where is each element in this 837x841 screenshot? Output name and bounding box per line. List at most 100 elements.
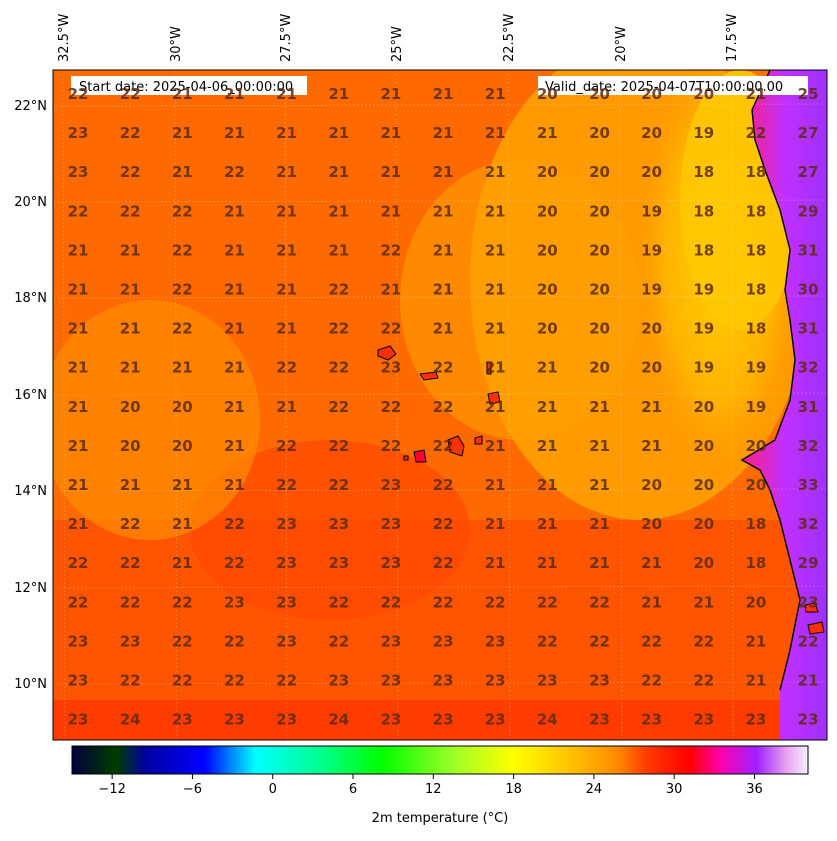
temperature-value: 22 [433,515,454,533]
temperature-value: 21 [537,124,558,142]
temperature-value: 21 [120,281,141,299]
temperature-value: 22 [328,320,349,338]
temperature-value: 22 [693,632,714,650]
longitude-label: 27.5°W [279,14,294,62]
temperature-value: 23 [224,711,245,729]
temperature-value: 21 [589,515,610,533]
temperature-value: 23 [485,711,506,729]
gridlines [52,69,828,741]
temperature-value: 32 [798,359,819,377]
temperature-value: 21 [224,281,245,299]
temperature-value: 20 [537,85,558,103]
temperature-value: 21 [120,320,141,338]
temperature-value: 24 [328,711,349,729]
temperature-value: 20 [693,85,714,103]
temperature-value: 23 [485,672,506,690]
temperature-value: 20 [745,437,766,455]
temperature-value: 21 [68,241,89,259]
temperature-value: 21 [172,163,193,181]
temperature-value: 23 [433,711,454,729]
temperature-value: 21 [641,398,662,416]
temperature-value: 21 [224,124,245,142]
temperature-value: 23 [641,711,662,729]
parallel-line [52,585,828,589]
temperature-value: 22 [276,672,297,690]
temperature-value: 18 [745,202,766,220]
temperature-value: 21 [120,241,141,259]
temperature-value: 22 [328,476,349,494]
colorbar [71,745,809,775]
cool-patch-west [53,300,260,540]
temperature-value: 19 [641,281,662,299]
warm-zone-bottom [53,700,827,740]
temperature-value: 23 [276,593,297,611]
temperature-value: 22 [224,515,245,533]
temperature-value: 23 [589,711,610,729]
temperature-value: 22 [68,554,89,572]
temperature-value: 21 [485,281,506,299]
temperature-value: 22 [172,241,193,259]
temperature-value: 22 [120,163,141,181]
temperature-value: 23 [380,554,401,572]
temperature-value: 23 [745,711,766,729]
temperature-value: 20 [537,320,558,338]
temperature-value: 21 [68,398,89,416]
temperature-value: 22 [328,593,349,611]
temperature-value: 22 [380,593,401,611]
temperature-value: 22 [537,632,558,650]
temperature-value: 21 [693,593,714,611]
temperature-value: 18 [693,163,714,181]
land-mass [742,70,827,740]
temperature-value: 22 [172,593,193,611]
longitude-label: 25°W [390,26,405,62]
temperature-value: 31 [798,241,819,259]
temperature-value: 22 [433,359,454,377]
temperature-value: 23 [120,632,141,650]
temperature-value: 21 [224,241,245,259]
temperature-value: 21 [68,359,89,377]
top-longitude-labels: 32.5°W 30°W 27.5°W 25°W 22.5°W 20°W 17.5°W [57,14,740,62]
temperature-value: 23 [328,672,349,690]
temperature-value: 20 [589,124,610,142]
colorbar-tick-label: 36 [746,782,763,797]
temperature-value: 21 [433,320,454,338]
temperature-value: 22 [172,281,193,299]
temperature-value: 22 [224,163,245,181]
parallel-line [52,488,828,492]
colorbar-ticks: −12 −6 0 6 12 18 24 30 36 [98,774,763,797]
temperature-value: 23 [68,632,89,650]
temperature-value: 21 [537,554,558,572]
temperature-value: 32 [798,437,819,455]
temperature-value: 21 [641,593,662,611]
temperature-value: 21 [537,359,558,377]
temperature-value: 21 [224,202,245,220]
temperature-value: 18 [693,202,714,220]
temperature-value: 21 [120,476,141,494]
latitude-label: 20°N [14,195,47,210]
temperature-value: 20 [589,85,610,103]
temperature-value: 23 [485,632,506,650]
temperature-value: 20 [641,359,662,377]
parallel-line [52,392,828,396]
temperature-value: 22 [172,202,193,220]
island-santiago [447,435,465,457]
island-sal [486,361,492,375]
temperature-value: 21 [380,163,401,181]
temperature-value: 21 [276,241,297,259]
temperature-values: 22 22 21 21 21 21 21 21 21 20 20 20 20 21 25 23 22 21 21 21… [68,85,819,729]
temperature-value: 21 [485,320,506,338]
temperature-value: 21 [276,124,297,142]
temperature-value: 21 [485,476,506,494]
temperature-value: 22 [224,672,245,690]
temperature-value: 21 [485,359,506,377]
temperature-value: 33 [798,476,819,494]
temperature-value: 23 [380,359,401,377]
temperature-value: 21 [328,124,349,142]
temperature-value: 23 [693,711,714,729]
parallel-line [52,199,828,203]
temperature-value: 20 [641,515,662,533]
temperature-value: 20 [537,241,558,259]
temperature-value: 21 [328,241,349,259]
temperature-value: 19 [693,320,714,338]
coastline [740,70,801,691]
